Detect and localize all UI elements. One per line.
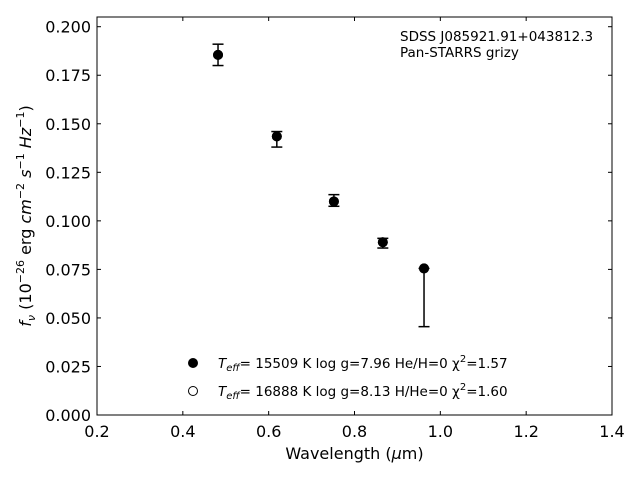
legend: Teff= 15509 K log g=7.96 He/H=0 χ2=1.57 … bbox=[188, 354, 508, 402]
x-tick-label: 0.6 bbox=[256, 422, 281, 441]
legend-label-2: Teff= 16888 K log g=8.13 H/He=0 χ2=1.60 bbox=[218, 382, 508, 402]
y-tick-label: 0.175 bbox=[45, 66, 91, 85]
x-tick-label: 1.0 bbox=[428, 422, 453, 441]
point-model-filled bbox=[213, 49, 224, 60]
data-points bbox=[213, 49, 430, 274]
legend-marker-open bbox=[188, 386, 198, 396]
y-tick-label: 0.000 bbox=[45, 406, 91, 425]
legend-label-1: Teff= 15509 K log g=7.96 He/H=0 χ2=1.57 bbox=[218, 354, 508, 374]
legend-marker-filled bbox=[188, 358, 198, 368]
y-tick-label: 0.150 bbox=[45, 115, 91, 134]
y-tick-label: 0.200 bbox=[45, 18, 91, 37]
y-tick-label: 0.025 bbox=[45, 357, 91, 376]
y-tick-label: 0.100 bbox=[45, 212, 91, 231]
point-model-filled bbox=[328, 196, 339, 207]
y-axis: 0.000 0.025 0.050 0.075 0.100 0.125 0.150 0.175… bbox=[45, 18, 612, 425]
point-model-filled bbox=[271, 131, 282, 142]
y-axis-title: fν (10−26 erg cm−2 s−1 Hz−1) bbox=[14, 105, 38, 326]
y-tick-label: 0.075 bbox=[45, 260, 91, 279]
y-tick-label: 0.050 bbox=[45, 309, 91, 328]
annotation-object-name: SDSS J085921.91+043812.3 bbox=[400, 29, 593, 45]
x-tick-label: 0.4 bbox=[170, 422, 195, 441]
point-model-filled bbox=[377, 237, 388, 248]
x-tick-label: 1.4 bbox=[599, 422, 624, 441]
x-tick-label: 0.2 bbox=[84, 422, 109, 441]
y-tick-label: 0.125 bbox=[45, 163, 91, 182]
x-tick-label: 0.8 bbox=[342, 422, 367, 441]
x-axis: 0.2 0.4 0.6 0.8 1.0 1.2 1.4 bbox=[84, 17, 625, 441]
point-model-filled bbox=[419, 263, 430, 274]
x-axis-title: Wavelength (μm) bbox=[285, 444, 423, 463]
annotation-survey: Pan-STARRS grizy bbox=[400, 45, 519, 61]
x-tick-label: 1.2 bbox=[513, 422, 538, 441]
